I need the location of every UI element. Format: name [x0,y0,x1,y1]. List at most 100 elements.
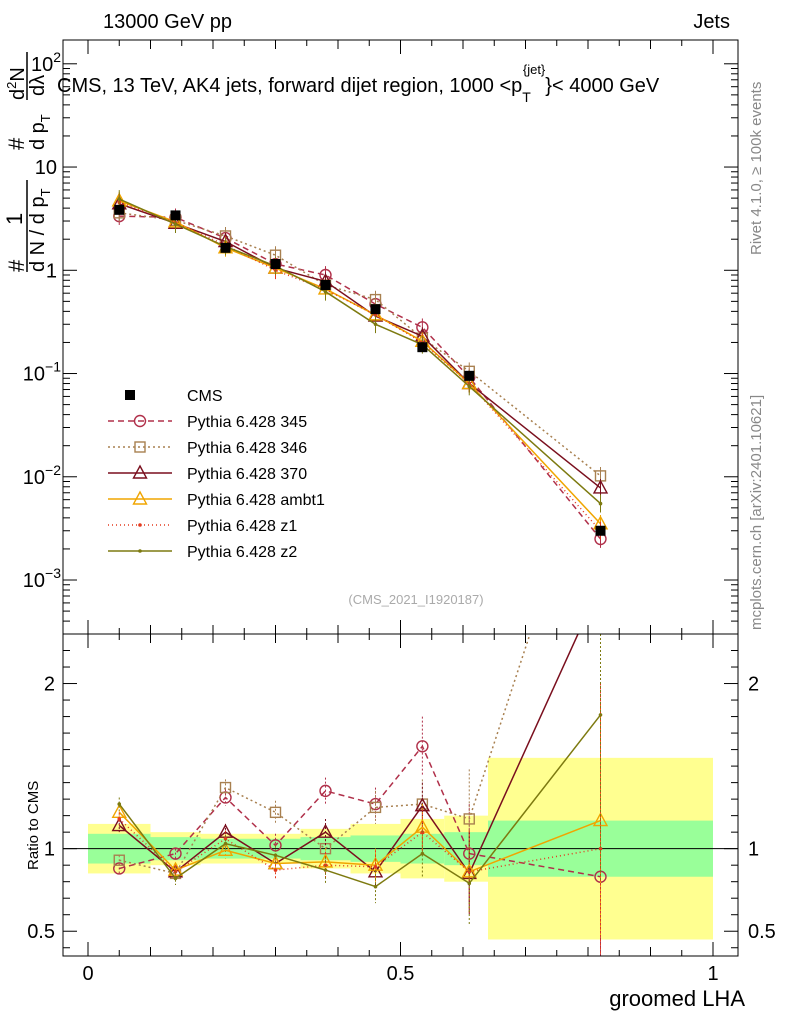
data-point [595,525,606,536]
legend-label: Pythia 6.428 z2 [187,544,297,561]
legend-label-cms: CMS [187,388,223,405]
ratio-tick-label: 2 [44,674,55,696]
analysis-id: (CMS_2021_I1920187) [348,592,483,607]
series-line [118,198,601,505]
legend: CMS Pythia 6.428 345 Pythia 6.428 346 Pythi… [108,388,325,561]
ratio-tick-label: 1 [44,839,55,861]
ratio-point [269,806,282,819]
ylabel-dp: d pT [27,114,53,150]
data-point [464,370,475,381]
ratio-point [273,868,278,872]
legend-label: Pythia 6.428 370 [187,466,307,483]
ratio-line [119,634,531,875]
ratio-panel [63,634,738,956]
x-tick-label: 0.5 [387,963,415,985]
ylabel-hash1: # [4,259,29,272]
series-point [373,322,378,327]
mcplots-label: mcplots.cern.ch [arXiv:2401.10621] [748,395,765,630]
legend-label: Pythia 6.428 z1 [187,518,297,535]
ylabel-denom: d N / d pT [27,188,53,272]
y-tick-label: 10−3 [23,565,61,592]
ylabel-d2n: d2N [4,67,29,100]
ratio-point [223,836,228,841]
title-sub: T [522,89,531,105]
data-point [270,259,281,270]
ratio-tick-label-right: 0.5 [748,921,776,943]
data-point [370,304,381,315]
data-point [417,342,428,353]
y-tick-label: 1 [46,260,57,282]
ratio-point [173,876,178,881]
legend-label: Pythia 6.428 346 [187,440,307,457]
ratio-point [323,868,328,872]
series-point [323,289,328,294]
ratio-point [592,812,609,827]
ylabel-one: 1 [2,213,27,225]
main-frame [62,39,739,635]
title-sup: {jet} [523,62,546,77]
ratio-point [319,784,332,798]
legend-marker [133,414,147,428]
legend-label: Pythia 6.428 ambt1 [187,492,325,509]
y-tick-label: 10 [35,157,57,179]
ratio-point [467,881,472,886]
ylabel-dlambda: dλ [27,75,49,96]
data-point [320,280,331,291]
ratio-point [217,841,234,857]
header-left: 13000 GeV pp [103,11,232,33]
ratio-point [273,853,278,858]
y-tick-label: 10−1 [23,359,61,386]
series-point [592,479,609,494]
legend-marker [134,441,146,453]
legend-marker [132,490,148,505]
ratio-ylabel: Ratio to CMS [25,781,42,870]
data-point [170,210,181,221]
ratio-point [169,847,182,860]
main-ylabel: # 1 d N / d pT # d pT d2N dλ [2,52,53,272]
ratio-point [113,862,126,875]
ratio-point [463,813,475,825]
x-axis-label: groomed LHA [609,986,745,1011]
header-right: Jets [693,11,730,33]
x-tick-label: 0 [82,963,93,985]
title-tail: }< 4000 GeV [545,75,660,97]
ratio-point [461,863,477,878]
ratio-tick-label-right: 1 [748,839,759,861]
ratio-point [369,801,382,814]
x-tick-label: 1 [707,963,718,985]
ylabel-hash2: # [4,137,29,150]
ratio-point [111,817,127,832]
ratio-line [119,744,601,878]
ratio-tick-label: 0.5 [27,921,55,943]
ratio-point [317,823,334,838]
title-main: CMS, 13 TeV, AK4 jets, forward dijet reg… [57,75,522,97]
ratio-point [117,802,122,806]
legend-label: Pythia 6.428 345 [187,414,307,431]
y-tick-label: 102 [31,49,61,76]
series-line [119,215,602,540]
legend-marker-cms [125,390,135,400]
series-point [173,222,178,226]
ratio-point [373,865,378,869]
ratio-point [598,846,603,851]
rivet-label: Rivet 4.1.0, ≥ 100k events [748,82,765,255]
ratio-point [598,713,603,717]
ratio-point [373,884,378,889]
ratio-point [223,841,228,846]
axes: 0 0.5 1 102 10 1 10−1 10−2 10−3 0.5 0.5 1 1 2 2 [23,39,776,985]
series-line [119,212,601,477]
legend-marker [138,549,142,553]
y-tick-label: 10−2 [23,462,61,489]
data-point [220,242,231,253]
ratio-point [113,854,125,866]
legend-marker [132,464,148,479]
main-panel [111,190,609,548]
plot-title: CMS, 13 TeV, AK4 jets, forward dijet reg… [57,62,660,105]
series-point [467,384,472,389]
series-point [598,501,603,506]
ratio-tick-label-right: 2 [748,674,759,696]
ratio-point [117,817,122,821]
data-point [114,204,125,215]
series-point [117,197,122,201]
